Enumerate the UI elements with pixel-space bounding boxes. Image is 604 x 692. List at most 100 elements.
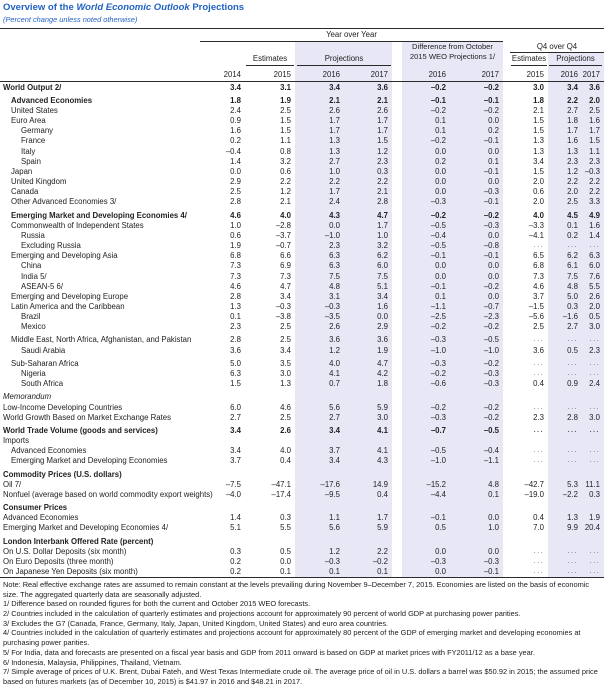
data-cell: 2.2 <box>377 546 388 556</box>
data-cell: 2.1 <box>329 95 340 105</box>
data-cell: 6.5 <box>533 251 544 261</box>
data-cell: –2.8 <box>275 220 291 230</box>
row-label: ASEAN-5 6/ <box>21 281 64 291</box>
column-spacer <box>392 566 402 577</box>
column-spacer <box>503 126 513 136</box>
data-cell: –0.7 <box>275 241 291 251</box>
data-cell: –1.5 <box>528 301 544 311</box>
footnote: 6/ Indonesia, Malaysia, Philippines, Tha… <box>3 657 182 667</box>
data-cell: 1.2 <box>329 546 340 556</box>
data-cell: 3.6 <box>533 345 544 355</box>
data-cell <box>548 499 582 512</box>
data-cell: 11.1 <box>585 479 600 489</box>
data-cell: 3.4 <box>377 291 388 301</box>
data-cell: 2.5 <box>533 322 544 332</box>
table-row: Consumer Prices <box>0 499 604 512</box>
data-cell: 0.5 <box>567 345 578 355</box>
table-row: On Euro Deposits (three month) 0.2 0.0 –0.3… <box>0 556 604 566</box>
row-label: Spain <box>21 156 41 166</box>
data-cell: 3.4 <box>567 82 578 92</box>
data-cell: –0.4 <box>483 446 499 456</box>
data-cell: 2.0 <box>589 301 600 311</box>
data-cell <box>513 435 548 445</box>
data-cell: 4.0 <box>329 358 340 368</box>
column-spacer <box>392 146 402 156</box>
data-cell: 5.9 <box>377 402 388 412</box>
data-cell: 2.5 <box>589 105 600 115</box>
data-cell: 0.3 <box>567 301 578 311</box>
data-cell: 1.3 <box>280 379 291 389</box>
table-row: Nonfuel (average based on world commodit… <box>0 489 604 499</box>
data-cell: 0.8 <box>280 146 291 156</box>
data-cell: 1.2 <box>377 146 388 156</box>
data-cell: 0.0 <box>435 261 446 271</box>
row-label: Canada <box>11 187 39 197</box>
table-row: South Africa 1.5 1.3 0.7 1.8 –0.6 –0.3 0.4 0.9 2.… <box>0 379 604 389</box>
data-cell: 5.0 <box>230 358 241 368</box>
data-cell: 5.5 <box>280 523 291 533</box>
row-label: Mexico <box>21 322 46 332</box>
data-cell: –0.3 <box>324 301 340 311</box>
year-column-header: 2016 <box>295 66 344 82</box>
row-label: Brazil <box>21 312 41 322</box>
table-row: World Trade Volume (goods and services) 3… <box>0 422 604 435</box>
column-subgroup-estimates-q4: Estimates <box>511 54 547 63</box>
data-cell <box>245 499 295 512</box>
data-cell: 2.7 <box>230 412 241 422</box>
data-cell <box>582 499 604 512</box>
table-row: Emerging and Developing Europe 2.8 3.4 3.1 3… <box>0 291 604 301</box>
data-cell: 0.1 <box>377 567 388 577</box>
data-cell: –0.2 <box>430 369 446 378</box>
data-cell: 2.7 <box>329 156 340 166</box>
data-cell: 3.7 <box>533 291 544 301</box>
column-spacer <box>392 281 402 291</box>
column-group-difference-line1: Difference from October <box>412 42 493 51</box>
column-spacer <box>503 533 513 546</box>
estimates-yoy-underline <box>246 65 294 66</box>
column-spacer <box>503 240 513 250</box>
data-cell: –1.6 <box>562 312 578 322</box>
highlight-band-yoy-projections <box>295 42 392 577</box>
data-cell: 1.5 <box>377 136 388 146</box>
column-group-difference-line2: 2015 WEO Projections 1/ <box>409 52 496 61</box>
table-row: Middle East, North Africa, Afghanistan, … <box>0 332 604 345</box>
data-cell: 1.4 <box>589 230 600 240</box>
data-cell: 0.4 <box>533 379 544 389</box>
data-cell: 1.5 <box>280 126 291 136</box>
data-cell: 3.0 <box>589 322 600 332</box>
table-row: Imports <box>0 435 604 445</box>
data-cell: –0.1 <box>483 95 499 105</box>
data-cell: 2.0 <box>567 187 578 197</box>
column-spacer <box>503 456 513 466</box>
data-cell: 2.8 <box>230 197 241 207</box>
row-label: Low-Income Developing Countries <box>3 402 123 412</box>
table-row: France 0.2 1.1 1.3 1.5 –0.2 –0.1 1.3 1.6 1.5 <box>0 136 604 146</box>
data-cell: –0.1 <box>430 513 446 523</box>
table-row: Commonwealth of Independent States 1.0 –2.… <box>0 220 604 230</box>
data-cell <box>402 435 450 445</box>
data-cell <box>295 533 344 546</box>
data-cell: ... <box>567 242 578 250</box>
data-cell: –0.2 <box>430 322 446 332</box>
column-spacer <box>503 402 513 412</box>
column-spacer <box>503 176 513 186</box>
data-cell: 0.0 <box>435 166 446 176</box>
column-spacer <box>392 533 402 546</box>
data-cell: 1.3 <box>230 301 241 311</box>
table-row: Advanced Economies 1.4 0.3 1.1 1.7 –0.1 0.0 0.4… <box>0 513 604 523</box>
data-cell: 1.7 <box>329 116 340 126</box>
data-cell <box>450 466 503 479</box>
column-spacer <box>392 240 402 250</box>
data-cell: –0.3 <box>324 556 340 566</box>
data-cell: –4.1 <box>528 230 544 240</box>
data-cell: –7.5 <box>225 479 241 489</box>
column-spacer <box>503 251 513 261</box>
data-cell <box>295 466 344 479</box>
data-cell: –0.3 <box>430 556 446 566</box>
data-cell: 1.7 <box>589 126 600 136</box>
data-cell: 2.6 <box>329 322 340 332</box>
data-cell: ... <box>567 359 578 367</box>
data-cell: 2.6 <box>329 105 340 115</box>
highlight-band-q4-projections <box>548 53 604 577</box>
data-cell: –0.2 <box>483 412 499 422</box>
